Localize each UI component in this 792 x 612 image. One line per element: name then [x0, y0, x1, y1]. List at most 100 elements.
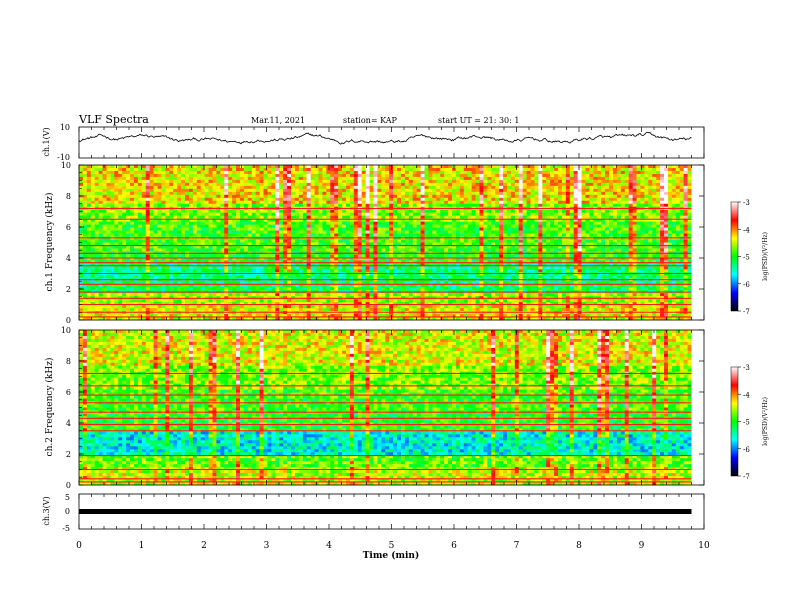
spectrogram-cell	[322, 275, 327, 279]
spectrogram-cell	[236, 218, 241, 223]
spectrogram-cell	[404, 245, 410, 249]
spectrogram-cell	[334, 218, 339, 223]
spectrogram-cell	[161, 266, 166, 270]
spectrogram-cell	[259, 305, 264, 309]
spectrogram-cell	[259, 263, 264, 267]
spectrogram-cell	[432, 317, 437, 321]
spectrogram-cell	[126, 248, 131, 252]
spectrogram-cell	[263, 233, 268, 237]
spectrogram-cell	[400, 179, 406, 184]
spectrogram-cell	[287, 302, 292, 306]
spectrogram-cell	[361, 194, 367, 199]
spectrogram-cell	[118, 200, 123, 205]
spectrogram-cell	[385, 212, 390, 217]
spectrogram-cell	[133, 245, 139, 249]
spectrogram-cell	[102, 200, 107, 205]
spectrogram-cell	[306, 224, 312, 228]
spectrogram-cell	[133, 218, 139, 223]
spectrogram-cell	[169, 191, 174, 196]
spectrogram-cell	[318, 200, 323, 205]
spectrogram-cell	[294, 167, 300, 172]
spectrogram-cell	[322, 194, 327, 199]
spectrogram-cell	[428, 200, 433, 205]
spectrogram-cell	[334, 254, 339, 258]
spectrogram-cell	[334, 176, 339, 181]
spectrogram-cell	[416, 269, 421, 273]
spectrogram-cell	[334, 191, 339, 196]
spectrogram-cell	[188, 167, 194, 172]
spectrogram-cell	[114, 287, 119, 291]
spectrogram-cell	[86, 227, 92, 231]
spectrogram-cell	[306, 248, 312, 252]
spectrogram-cell	[397, 302, 402, 306]
spectrogram-cell	[239, 203, 245, 208]
spectrogram-cell	[126, 305, 131, 309]
spectrogram-cell	[440, 182, 445, 187]
spectrogram-cell	[400, 284, 406, 288]
spectrogram-cell	[377, 266, 382, 270]
spectrogram-cell	[294, 176, 300, 181]
spectrogram-cell	[334, 197, 339, 202]
spectrogram-cell	[216, 266, 221, 270]
spectrogram-cell	[385, 167, 390, 172]
spectrogram-cell	[114, 299, 119, 303]
spectrogram-cell	[436, 203, 441, 208]
spectrogram-cell	[212, 242, 217, 246]
spectrogram-cell	[181, 239, 186, 243]
spectrogram-cell	[404, 281, 410, 285]
spectrogram-cell	[82, 248, 88, 252]
spectrogram-cell	[212, 179, 217, 184]
spectrogram-cell	[255, 269, 261, 273]
spectrogram-cell	[322, 287, 327, 291]
spectrogram-cell	[212, 203, 217, 208]
spectrogram-cell	[369, 170, 374, 175]
spectrogram-cell	[342, 302, 347, 306]
spectrogram-cell	[200, 188, 206, 193]
spectrogram-cell	[208, 215, 213, 220]
spectrogram-cell	[239, 227, 245, 231]
spectrogram-cell	[326, 284, 331, 288]
spectrogram-cell	[444, 194, 449, 199]
spectrogram-cell	[404, 275, 410, 279]
spectrogram-cell	[161, 209, 166, 214]
spectrogram-cell	[232, 227, 237, 231]
spectrogram-cell	[255, 176, 261, 181]
spectrogram-cell	[302, 165, 308, 169]
spectrogram-cell	[126, 218, 131, 223]
spectrogram-cell	[353, 227, 359, 231]
spectrogram-cell	[177, 254, 182, 258]
spectrogram-cell	[330, 281, 335, 285]
spectrogram-cell	[381, 257, 386, 261]
spectrogram-cell	[126, 284, 131, 288]
spectrogram-cell	[177, 191, 182, 196]
spectrogram-cell	[185, 284, 190, 288]
spectrogram-cell	[381, 293, 386, 297]
spectrogram-cell	[208, 314, 213, 318]
spectrogram-cell	[342, 191, 347, 196]
spectrogram-cell	[389, 176, 394, 181]
spectrogram-cell	[188, 188, 194, 193]
spectrogram-cell	[196, 188, 202, 193]
spectrogram-cell	[247, 257, 253, 261]
spectrogram-cell	[220, 299, 225, 303]
spectrogram-cell	[385, 257, 390, 261]
spectrogram-cell	[385, 248, 390, 252]
spectrogram-cell	[357, 266, 363, 270]
spectrogram-cell	[294, 287, 300, 291]
spectrogram-cell	[444, 191, 449, 196]
spectrogram-cell	[153, 197, 158, 202]
spectrogram-cell	[291, 308, 296, 312]
spectrogram-cell	[192, 299, 198, 303]
spectrogram-cell	[263, 287, 268, 291]
spectrogram-cell	[130, 317, 135, 321]
spectrogram-cell	[255, 281, 261, 285]
spectrogram-cell	[79, 263, 84, 267]
spectrogram-cell	[239, 305, 245, 309]
spectrogram-cell	[306, 305, 312, 309]
spectrogram-cell	[149, 218, 154, 223]
spectrogram-cell	[114, 170, 119, 175]
spectrogram-cell	[192, 230, 198, 234]
spectrogram-cell	[440, 287, 445, 291]
spectrogram-cell	[82, 212, 88, 217]
spectrogram-cell	[349, 230, 355, 234]
